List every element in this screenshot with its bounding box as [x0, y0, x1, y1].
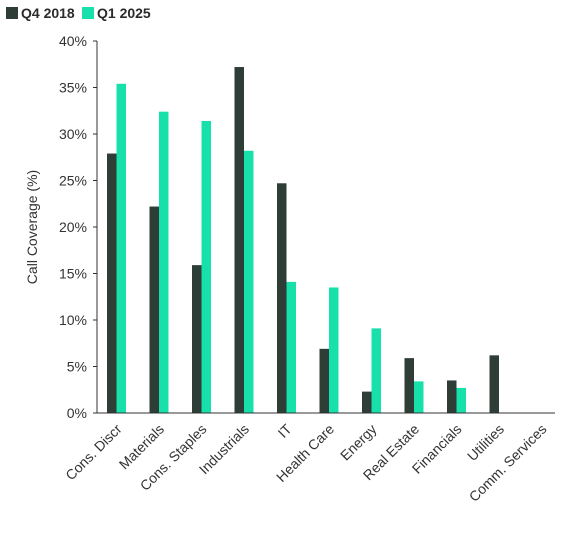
bar-q4-2018-industrials	[234, 67, 244, 413]
bar-q1-2025-real-estate	[414, 381, 424, 413]
y-tick-label: 0%	[67, 405, 87, 421]
bar-q4-2018-it	[277, 183, 287, 413]
bar-q1-2025-financials	[456, 387, 466, 413]
legend-swatch-q4-2018	[6, 7, 18, 19]
legend-label-q1-2025: Q1 2025	[97, 5, 151, 21]
x-category-label: Comm. Services	[466, 421, 550, 505]
y-tick-label: 15%	[59, 266, 87, 282]
y-tick-label: 30%	[59, 126, 87, 142]
bar-q4-2018-utilities	[489, 355, 499, 413]
y-tick-label: 20%	[59, 219, 87, 235]
bar-q1-2025-energy	[371, 328, 381, 413]
legend-label-q4-2018: Q4 2018	[21, 5, 75, 21]
bar-q4-2018-cons-discr	[107, 153, 117, 413]
y-axis-title: Call Coverage (%)	[24, 170, 40, 284]
bar-q4-2018-materials	[149, 206, 159, 413]
bar-q1-2025-industrials	[244, 150, 254, 414]
bar-q1-2025-cons-discr	[116, 83, 126, 413]
x-category-label: Cons. Discr	[62, 421, 125, 484]
legend: Q4 2018 Q1 2025	[6, 5, 151, 21]
bar-q4-2018-real-estate	[404, 358, 414, 413]
y-tick-label: 40%	[59, 33, 87, 49]
y-tick-label: 5%	[67, 359, 87, 375]
bar-q4-2018-cons-staples	[192, 265, 202, 413]
bar-q1-2025-materials	[159, 111, 169, 414]
y-tick-label: 25%	[59, 173, 87, 189]
y-tick-label: 10%	[59, 312, 87, 328]
bar-q1-2025-cons-staples	[201, 120, 211, 413]
bar-q1-2025-it	[286, 281, 296, 413]
bar-q4-2018-energy	[362, 391, 372, 413]
x-category-label: IT	[275, 420, 295, 440]
y-axis-ticks: 0% 5% 10% 15% 20% 25% 30% 35% 40%	[59, 33, 97, 421]
bar-q4-2018-health-care	[319, 348, 329, 413]
legend-swatch-q1-2025	[82, 7, 94, 19]
y-tick-label: 35%	[59, 80, 87, 96]
bar-q4-2018-financials	[447, 380, 457, 413]
bars	[107, 67, 499, 414]
bar-q1-2025-health-care	[329, 287, 339, 413]
